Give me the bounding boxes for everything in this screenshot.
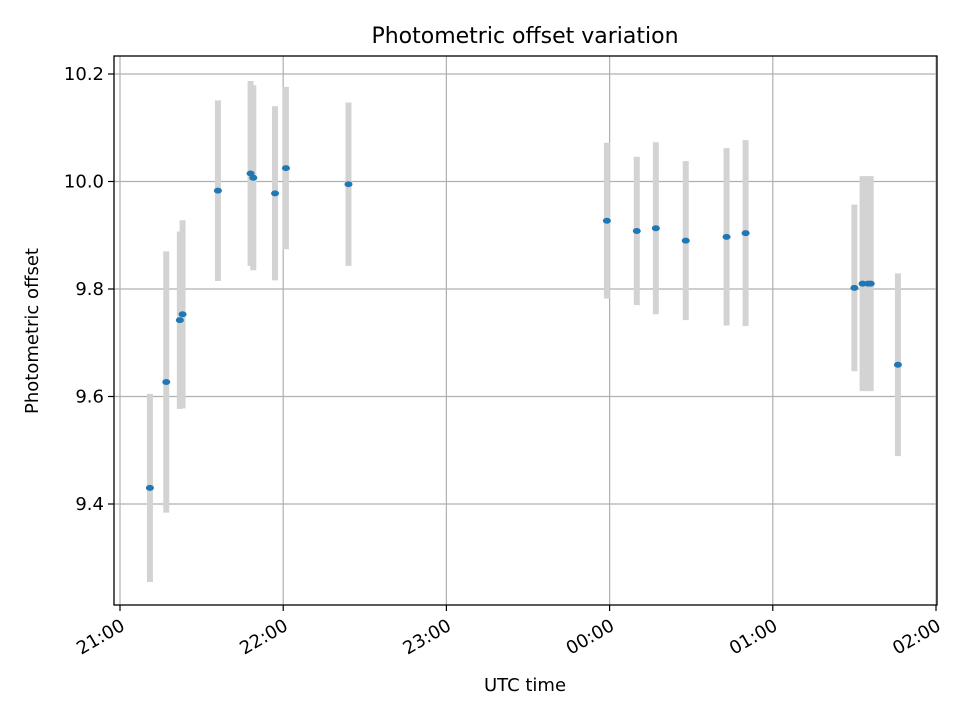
data-points bbox=[145, 165, 902, 491]
y-axis-label: Photometric offset bbox=[22, 248, 43, 414]
x-axis-label: UTC time bbox=[484, 675, 566, 696]
x-tick-label: 21:00 bbox=[73, 615, 128, 659]
data-point bbox=[893, 361, 902, 368]
x-tick-label: 00:00 bbox=[563, 615, 618, 659]
data-point bbox=[281, 165, 290, 172]
x-axis: 21:00 22:00 23:00 00:00 01:00 02:00 bbox=[73, 605, 945, 659]
data-point bbox=[602, 217, 611, 224]
data-point bbox=[249, 174, 258, 181]
data-point bbox=[681, 237, 690, 244]
data-point bbox=[632, 227, 641, 234]
x-tick-label: 22:00 bbox=[236, 615, 291, 659]
data-point bbox=[850, 284, 859, 291]
x-tick-label: 01:00 bbox=[726, 615, 781, 659]
chart-title: Photometric offset variation bbox=[371, 24, 678, 49]
data-point bbox=[866, 280, 875, 287]
error-bars bbox=[146, 80, 901, 582]
y-tick-label: 10.2 bbox=[64, 64, 104, 85]
data-point bbox=[344, 181, 353, 188]
x-tick-label: 23:00 bbox=[399, 615, 454, 659]
data-point bbox=[271, 190, 280, 197]
y-axis: 9.4 9.6 9.8 10.0 10.2 bbox=[64, 64, 114, 515]
y-tick-label: 10.0 bbox=[64, 172, 104, 193]
data-point bbox=[651, 225, 660, 232]
y-tick-label: 9.6 bbox=[75, 387, 104, 408]
x-tick-label: 02:00 bbox=[889, 615, 944, 659]
grid bbox=[114, 56, 937, 605]
data-point bbox=[741, 230, 750, 237]
y-tick-label: 9.4 bbox=[75, 494, 104, 515]
plot-frame bbox=[113, 55, 938, 606]
y-tick-label: 9.8 bbox=[75, 279, 104, 300]
data-point bbox=[722, 233, 731, 240]
data-point bbox=[178, 311, 187, 318]
data-point bbox=[145, 484, 154, 491]
data-point bbox=[175, 317, 184, 324]
data-point bbox=[213, 187, 222, 194]
data-point bbox=[162, 378, 171, 385]
